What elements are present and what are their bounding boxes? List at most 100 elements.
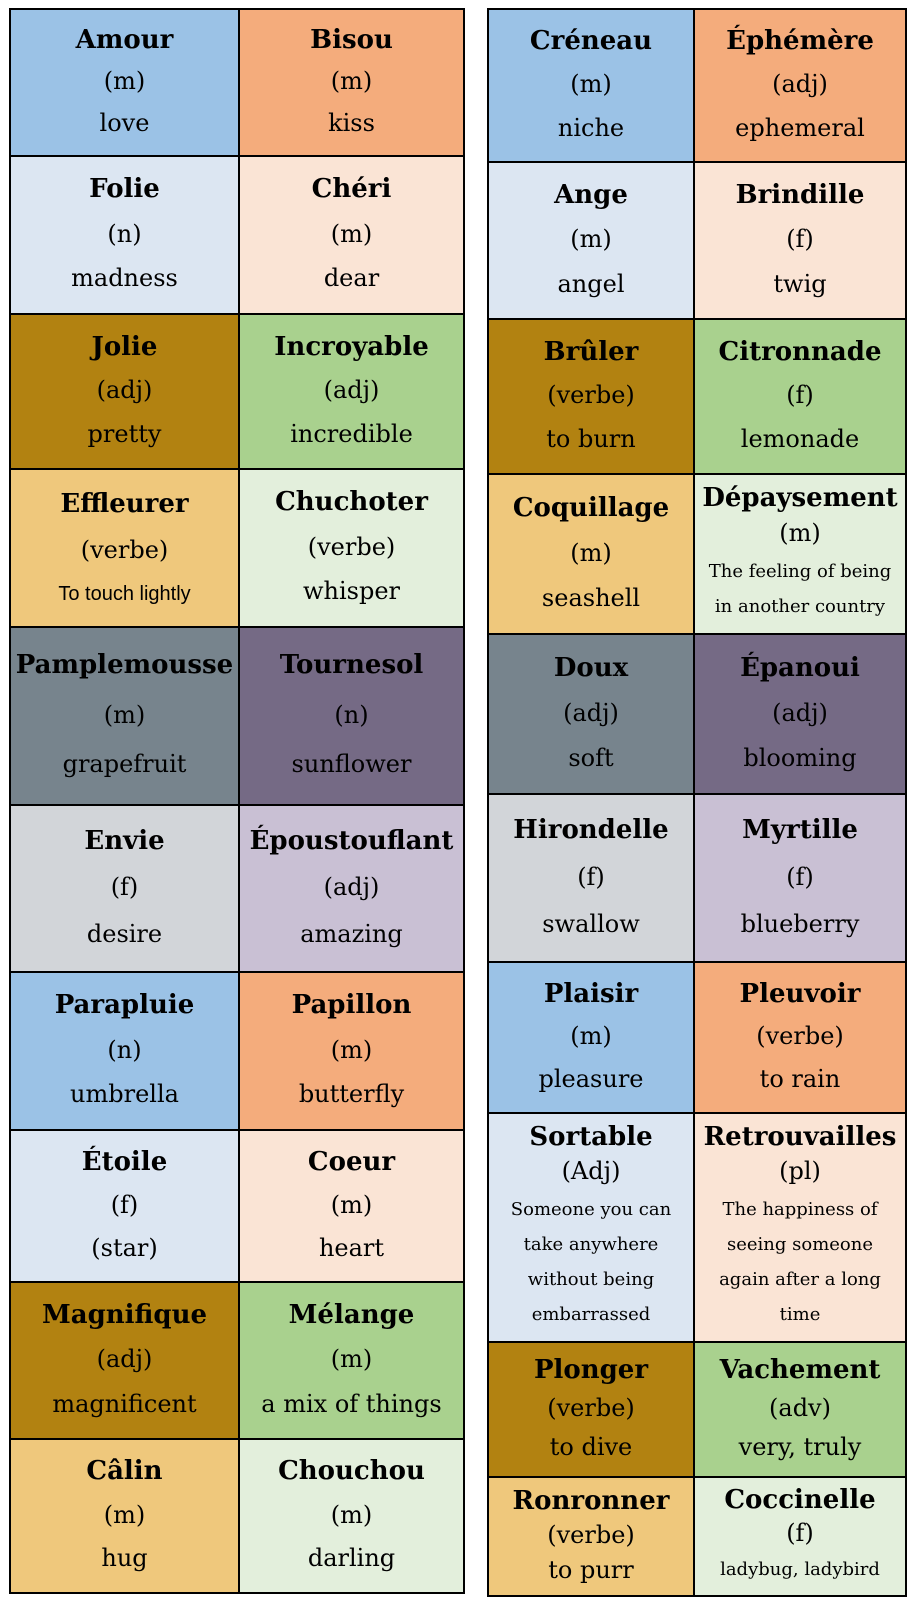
- french-word: Jolie: [91, 331, 158, 362]
- translation: very, truly: [738, 1433, 862, 1462]
- translation: (star): [91, 1233, 158, 1262]
- flashcard-cell: Pamplemousse (m) grapefruit: [11, 628, 238, 804]
- part-of-speech: (m): [570, 225, 612, 254]
- vocab-table-right: Créneau (m) niche Éphémère (adj) ephemeral Ang…: [487, 8, 907, 1597]
- flashcard-cell: Doux (adj) soft: [489, 635, 693, 793]
- part-of-speech: (verbe): [756, 1022, 844, 1051]
- part-of-speech: (m): [570, 538, 612, 567]
- flashcard-cell: Coquillage (m) seashell: [489, 475, 693, 633]
- translation: The feeling of being in another country: [708, 560, 892, 617]
- flashcard-cell: Parapluie (n) umbrella: [11, 973, 238, 1129]
- part-of-speech: (m): [570, 1022, 612, 1051]
- translation: desire: [86, 920, 163, 949]
- translation: soft: [568, 743, 614, 772]
- part-of-speech: (verbe): [547, 1521, 635, 1550]
- part-of-speech: (m): [103, 67, 146, 96]
- translation: love: [99, 109, 150, 138]
- translation: grapefruit: [62, 750, 187, 779]
- translation: blueberry: [740, 909, 860, 938]
- french-word: Plaisir: [543, 978, 639, 1009]
- part-of-speech: (adj): [563, 698, 619, 727]
- french-word: Mélange: [288, 1300, 415, 1331]
- flashcard-cell: Pleuvoir (verbe) to rain: [695, 963, 905, 1112]
- french-word: Créneau: [529, 26, 653, 57]
- french-word: Ronronner: [512, 1485, 670, 1516]
- flashcard-cell: Folie (n) madness: [11, 157, 238, 313]
- translation: angel: [557, 269, 625, 298]
- translation: dear: [323, 264, 380, 293]
- part-of-speech: (f): [786, 381, 814, 410]
- translation: pretty: [87, 420, 162, 449]
- part-of-speech: (pl): [779, 1157, 821, 1186]
- flashcard-cell: Retrouvailles (pl) The happiness of seeing…: [695, 1114, 905, 1341]
- part-of-speech: (f): [577, 862, 605, 891]
- french-word: Brindille: [735, 180, 865, 211]
- part-of-speech: (f): [786, 862, 814, 891]
- part-of-speech: (verbe): [307, 532, 396, 561]
- vocab-table-left: Amour (m) love Bisou (m) kiss Folie (n) madness C…: [9, 8, 465, 1594]
- translation: umbrella: [70, 1080, 179, 1109]
- french-word: Incroyable: [274, 331, 429, 362]
- part-of-speech: (verbe): [80, 536, 169, 565]
- flashcard-cell: Brindille (f) twig: [695, 163, 905, 318]
- translation: amazing: [300, 920, 403, 949]
- flashcard-cell: Épanoui (adj) blooming: [695, 635, 905, 793]
- french-word: Chouchou: [278, 1456, 425, 1487]
- flashcard-cell: Chuchoter (verbe) whisper: [240, 470, 463, 626]
- french-word: Ange: [554, 180, 628, 211]
- french-word: Folie: [89, 174, 160, 205]
- french-word: Étoile: [81, 1146, 168, 1177]
- part-of-speech: (m): [330, 219, 373, 248]
- french-word: Époustouflant: [249, 825, 454, 856]
- french-word: Épanoui: [740, 652, 860, 683]
- part-of-speech: (Adj): [561, 1157, 621, 1186]
- part-of-speech: (n): [107, 1035, 142, 1064]
- french-word: Vachement: [719, 1354, 881, 1385]
- translation: twig: [773, 269, 827, 298]
- part-of-speech: (adv): [769, 1394, 831, 1423]
- french-word: Coquillage: [512, 492, 670, 523]
- part-of-speech: (adj): [323, 873, 380, 902]
- translation: blooming: [743, 743, 857, 772]
- flashcard-cell: Créneau (m) niche: [489, 10, 693, 161]
- part-of-speech: (adj): [772, 698, 828, 727]
- translation: darling: [307, 1544, 396, 1573]
- part-of-speech: (adj): [96, 376, 153, 405]
- french-word: Doux: [553, 652, 629, 683]
- part-of-speech: (adj): [96, 1345, 153, 1374]
- part-of-speech: (verbe): [547, 1394, 635, 1423]
- part-of-speech: (m): [779, 519, 821, 548]
- french-word: Câlin: [86, 1456, 163, 1487]
- french-word: Amour: [75, 24, 174, 55]
- french-word: Papillon: [291, 990, 412, 1021]
- part-of-speech: (m): [330, 1345, 373, 1374]
- translation: madness: [71, 264, 178, 293]
- flashcard-cell: Tournesol (n) sunflower: [240, 628, 463, 804]
- flashcard-cell: Chouchou (m) darling: [240, 1440, 463, 1592]
- flashcard-cell: Dépaysement (m) The feeling of being in an…: [695, 475, 905, 633]
- translation: The happiness of seeing someone again af…: [719, 1198, 881, 1326]
- french-word: Hirondelle: [513, 814, 669, 845]
- translation: To touch lightly: [58, 582, 191, 605]
- french-word: Magnifique: [41, 1300, 208, 1331]
- translation: seashell: [541, 583, 641, 612]
- flashcard-cell: Incroyable (adj) incredible: [240, 315, 463, 468]
- flashcard-cell: Ronronner (verbe) to purr: [489, 1478, 693, 1595]
- flashcard-cell: Plaisir (m) pleasure: [489, 963, 693, 1112]
- flashcard-cell: Hirondelle (f) swallow: [489, 795, 693, 961]
- flashcard-cell: Jolie (adj) pretty: [11, 315, 238, 468]
- translation: ladybug, ladybird: [720, 1559, 880, 1581]
- flashcard-cell: Plonger (verbe) to dive: [489, 1343, 693, 1476]
- flashcard-cell: Coeur (m) heart: [240, 1131, 463, 1281]
- flashcard-cell: Coccinelle (f) ladybug, ladybird: [695, 1478, 905, 1595]
- french-word: Effleurer: [60, 489, 189, 520]
- translation: lemonade: [740, 425, 860, 454]
- translation: a mix of things: [261, 1389, 442, 1418]
- french-word: Pamplemousse: [15, 650, 234, 681]
- translation: butterfly: [298, 1080, 405, 1109]
- flashcard-cell: Bisou (m) kiss: [240, 10, 463, 155]
- french-word: Citronnade: [718, 336, 882, 367]
- part-of-speech: (f): [786, 1519, 814, 1548]
- part-of-speech: (f): [786, 225, 814, 254]
